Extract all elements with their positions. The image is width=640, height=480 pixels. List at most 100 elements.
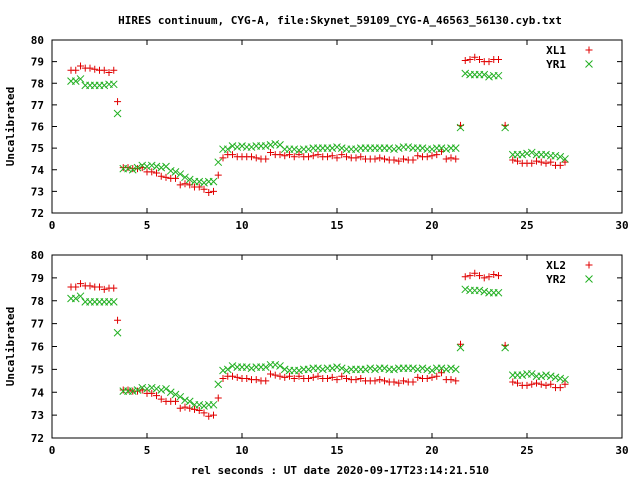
data-point xyxy=(133,386,142,394)
data-point xyxy=(77,62,84,70)
data-point xyxy=(428,366,436,375)
data-point xyxy=(371,155,379,163)
data-point xyxy=(461,69,470,78)
data-point xyxy=(328,373,336,381)
data-point xyxy=(542,371,550,379)
data-point xyxy=(252,154,260,162)
data-point xyxy=(195,177,204,186)
data-point xyxy=(547,158,555,166)
data-point xyxy=(523,381,531,389)
data-point xyxy=(113,109,122,118)
data-point xyxy=(195,183,203,191)
chart-panel-2: 0 5 10 15 20 25 30 72 73 74 75 76 77 78 79 80 Uncalibrat… xyxy=(4,249,629,457)
data-point xyxy=(148,389,156,397)
data-point xyxy=(409,156,417,164)
data-point xyxy=(134,387,141,395)
data-point xyxy=(561,155,569,163)
x-tick-label: 30 xyxy=(615,444,628,457)
data-point xyxy=(342,366,351,375)
data-point xyxy=(556,152,565,161)
data-point xyxy=(153,169,160,177)
y-tick-label: 74 xyxy=(31,164,45,177)
data-point xyxy=(96,283,103,291)
data-point xyxy=(314,372,322,380)
data-point xyxy=(143,162,151,171)
data-point xyxy=(556,374,565,383)
data-point xyxy=(114,98,122,106)
data-point xyxy=(357,153,365,161)
data-point xyxy=(262,155,270,163)
data-point xyxy=(437,144,446,152)
data-point xyxy=(381,377,388,385)
data-point xyxy=(133,163,142,172)
data-point xyxy=(209,177,218,186)
data-point xyxy=(561,380,569,388)
data-point xyxy=(551,151,560,160)
x-tick-label: 30 xyxy=(615,219,628,232)
data-point xyxy=(409,378,417,386)
data-point xyxy=(561,158,569,166)
data-point xyxy=(276,151,284,159)
data-point xyxy=(428,152,436,160)
data-point xyxy=(390,156,398,164)
x-tick-label: 10 xyxy=(235,444,248,457)
y-tick-label: 76 xyxy=(31,121,45,134)
data-point xyxy=(537,372,546,381)
legend-marker xyxy=(585,261,593,269)
data-point xyxy=(77,280,84,288)
data-point xyxy=(248,153,255,161)
data-point xyxy=(456,123,465,132)
data-point xyxy=(305,153,312,161)
data-point xyxy=(442,365,451,374)
data-point xyxy=(100,285,108,293)
data-point xyxy=(518,150,527,159)
data-point xyxy=(210,187,217,195)
data-point xyxy=(509,156,517,164)
data-point xyxy=(457,340,464,348)
y-tick-label: 78 xyxy=(31,77,44,90)
data-point xyxy=(153,392,160,400)
x-tick-label: 20 xyxy=(425,444,438,457)
data-point xyxy=(542,150,550,159)
data-point xyxy=(72,66,80,74)
data-point xyxy=(495,55,502,63)
data-point xyxy=(71,294,80,303)
data-point xyxy=(185,397,194,406)
data-point xyxy=(267,148,274,156)
data-point xyxy=(490,270,498,278)
x-tick-label: 0 xyxy=(49,219,56,232)
data-point xyxy=(314,364,322,373)
data-point xyxy=(485,72,493,81)
data-point xyxy=(148,168,156,176)
data-point xyxy=(233,373,241,381)
y-tick-label: 75 xyxy=(31,142,44,155)
y-tick-label: 73 xyxy=(31,185,44,198)
data-point xyxy=(518,371,527,379)
data-point xyxy=(428,373,436,381)
x-axis-label: rel seconds : UT date 2020-09-17T23:14:2… xyxy=(191,464,489,477)
plot-frame xyxy=(51,254,623,439)
data-point xyxy=(105,68,113,76)
data-point xyxy=(437,364,446,373)
data-point xyxy=(157,172,165,180)
data-point xyxy=(433,151,441,159)
data-point xyxy=(280,365,289,374)
chart-panel-1: 0 5 10 15 20 25 30 72 73 74 75 76 77 78 79 80 Uncalibrat… xyxy=(4,34,629,232)
data-point xyxy=(113,328,122,337)
data-point xyxy=(281,373,289,381)
data-point xyxy=(271,139,280,148)
data-point xyxy=(181,173,189,182)
x-tick-label: 10 xyxy=(235,219,248,232)
data-point xyxy=(542,381,550,389)
data-point xyxy=(124,386,132,394)
data-point xyxy=(128,165,137,174)
data-point xyxy=(200,185,208,193)
data-point xyxy=(214,394,222,402)
legend-marker xyxy=(585,60,593,68)
data-point xyxy=(109,80,118,89)
data-point xyxy=(494,71,503,80)
data-point xyxy=(200,409,208,417)
data-point xyxy=(527,148,536,157)
series-XL1 xyxy=(67,53,569,196)
data-point xyxy=(214,380,223,389)
